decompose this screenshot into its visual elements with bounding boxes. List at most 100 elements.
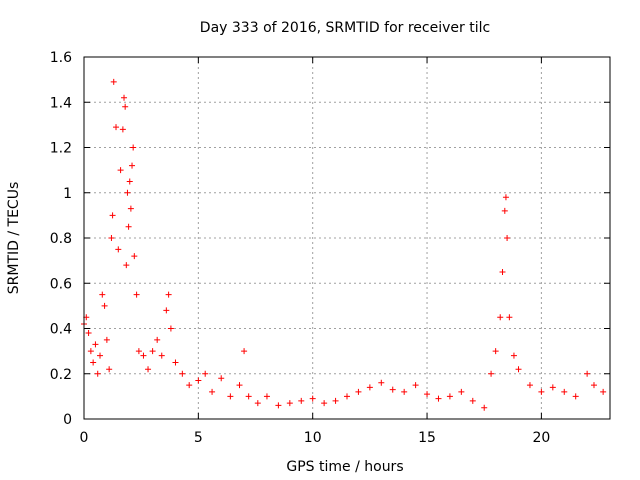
x-tick-label: 10 <box>304 430 322 446</box>
x-tick-label: 5 <box>194 430 203 446</box>
data-point <box>90 359 97 366</box>
data-point <box>435 395 442 402</box>
x-axis-label: GPS time / hours <box>286 459 403 475</box>
y-axis-label: SRMTID / TECUs <box>6 182 22 295</box>
data-point <box>286 400 293 407</box>
data-point <box>154 336 161 343</box>
data-point <box>101 302 108 309</box>
data-point <box>355 388 362 395</box>
data-point <box>458 388 465 395</box>
data-point <box>123 262 130 269</box>
x-tick-label: 0 <box>80 430 89 446</box>
data-point <box>378 379 385 386</box>
data-point <box>241 348 248 355</box>
data-point <box>515 366 522 373</box>
data-point <box>108 235 115 241</box>
data-point <box>124 189 131 196</box>
y-tick-label: 1.6 <box>50 50 72 66</box>
x-tick-label: 20 <box>532 430 550 446</box>
data-point <box>167 325 174 332</box>
data-point <box>366 384 373 391</box>
data-point <box>549 384 556 391</box>
data-point <box>121 94 128 101</box>
grid-layer <box>84 57 610 419</box>
data-point <box>499 268 506 275</box>
data-point <box>92 341 99 348</box>
data-point <box>186 382 193 389</box>
data-point <box>446 393 453 400</box>
data-point <box>481 404 488 411</box>
data-point <box>106 366 113 373</box>
data-point <box>298 397 305 404</box>
data-point <box>344 393 350 400</box>
data-point <box>129 162 136 169</box>
data-point <box>158 352 165 359</box>
data-point <box>87 348 94 355</box>
data-point <box>202 370 209 377</box>
data-point <box>245 393 252 400</box>
data-point <box>227 393 234 400</box>
y-tick-label: 0.6 <box>50 276 72 292</box>
data-point <box>412 382 419 389</box>
data-point <box>561 388 568 395</box>
data-point <box>113 124 120 131</box>
data-point <box>209 388 216 395</box>
data-point <box>115 246 122 253</box>
data-point <box>218 375 225 382</box>
data-point <box>103 336 110 343</box>
data-point <box>263 393 270 400</box>
data-point <box>127 205 134 212</box>
data-point <box>165 291 172 298</box>
data-point <box>125 223 132 230</box>
data-point <box>309 395 316 402</box>
data-point <box>131 253 138 260</box>
y-tick-label: 0.4 <box>50 322 72 338</box>
data-point <box>504 235 511 241</box>
data-point <box>538 388 545 395</box>
data-point <box>469 397 476 404</box>
data-point <box>332 397 339 404</box>
data-point <box>401 388 408 395</box>
data-point <box>149 348 156 355</box>
data-point <box>600 388 607 395</box>
y-tick-label: 0.2 <box>50 367 72 383</box>
data-point <box>506 314 513 321</box>
x-tick-label: 15 <box>418 430 436 446</box>
y-tick-label: 0 <box>63 412 72 428</box>
data-point <box>117 167 124 174</box>
data-point <box>424 391 431 398</box>
data-point <box>94 370 101 377</box>
data-point <box>492 348 499 355</box>
chart-title: Day 333 of 2016, SRMTID for receiver til… <box>200 20 490 36</box>
data-point <box>122 103 129 110</box>
y-tick-label: 1.4 <box>50 95 72 111</box>
y-tick-label: 0.8 <box>50 231 72 247</box>
tick-layer <box>83 56 610 420</box>
data-point <box>172 359 179 366</box>
data-point <box>590 382 597 389</box>
data-point <box>275 402 282 409</box>
data-point <box>584 370 591 377</box>
data-point <box>501 207 508 214</box>
data-point <box>85 330 92 337</box>
data-point <box>97 352 104 359</box>
data-point <box>236 382 243 389</box>
data-point <box>163 307 170 314</box>
data-point <box>179 370 186 377</box>
data-point <box>195 377 202 384</box>
data-point <box>321 400 328 407</box>
data-point <box>140 352 147 359</box>
data-point <box>119 126 126 133</box>
data-point <box>135 348 142 355</box>
data-point <box>126 178 133 185</box>
data-point <box>109 212 116 219</box>
data-point <box>572 393 579 400</box>
data-point <box>488 370 495 377</box>
data-point <box>99 291 106 298</box>
data-point <box>133 291 140 298</box>
y-tick-label: 1.2 <box>50 141 72 157</box>
data-layer <box>81 78 607 411</box>
